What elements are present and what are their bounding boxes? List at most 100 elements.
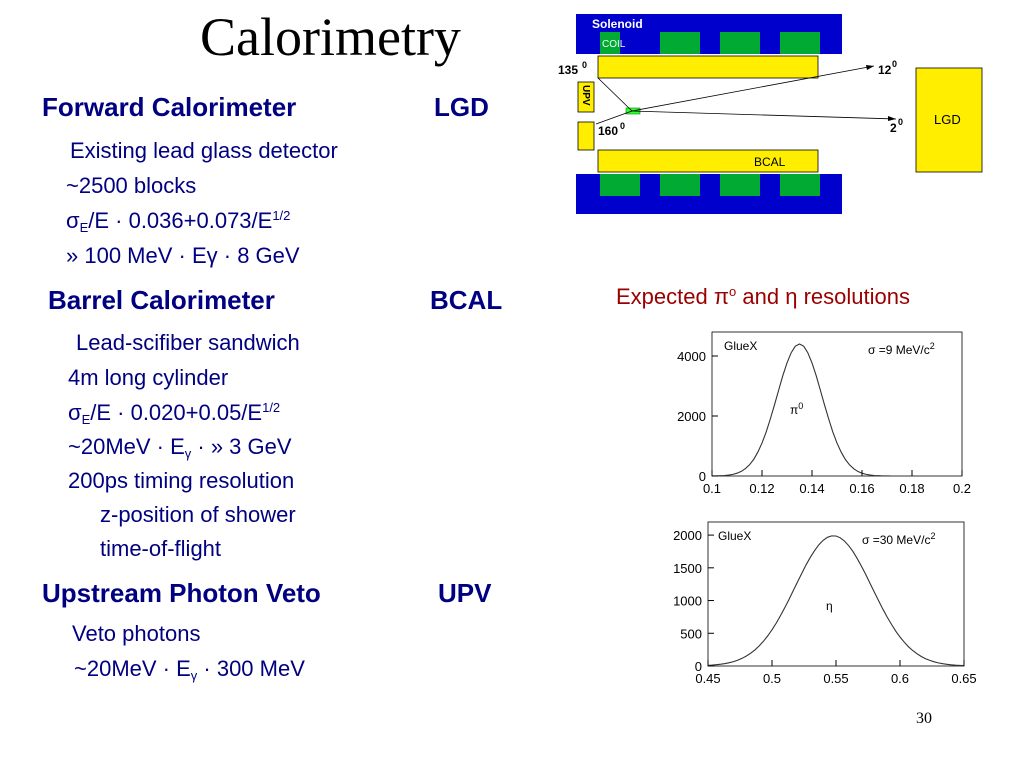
resolution-text: /E · 0.036+0.073/E: [88, 208, 273, 233]
x-tick-label: 0.14: [799, 481, 824, 496]
y-tick-label: 0: [695, 659, 702, 674]
forward-heading: Forward Calorimeter: [42, 92, 297, 122]
y-tick-label: 1500: [673, 561, 702, 576]
gamma-subscript: γ: [184, 446, 192, 461]
arrow-head: [866, 65, 874, 70]
coil-block: [660, 174, 700, 196]
page-number: 30: [916, 710, 932, 727]
range-post: · 300 MeV: [197, 656, 305, 681]
arrow-head: [888, 116, 896, 121]
upv-bottom: [577, 121, 595, 151]
y-tick-label: 2000: [673, 528, 702, 543]
upv-label: UPV: [580, 85, 591, 106]
y-tick-label: 4000: [677, 349, 706, 364]
range-pre: ~20MeV · E: [68, 434, 185, 459]
caption-pre: Expected: [616, 284, 714, 309]
angle-12: 12: [878, 63, 892, 77]
ray-2: [631, 110, 897, 120]
sigma-subscript: E: [81, 412, 91, 427]
forward-abbr: LGD: [434, 92, 489, 122]
detector-diagram: Solenoid COIL BCAL LGD UPV 135 0 160 0 1…: [558, 14, 983, 214]
forward-resolution: σE/E · 0.036+0.073/E1/2: [66, 208, 290, 235]
lgd-label: LGD: [934, 112, 961, 127]
pi-sup: 0: [798, 401, 803, 411]
upv-line1: Veto photons: [72, 621, 201, 646]
forward-line2: ~2500 blocks: [66, 173, 197, 198]
pi-text: π: [790, 403, 798, 417]
barrel-range: ~20MeV · Eγ · » 3 GeV: [68, 434, 292, 461]
range-pre: ~20MeV · E: [74, 656, 191, 681]
upv-abbr: UPV: [438, 578, 492, 608]
y-tick-label: 1000: [673, 594, 702, 609]
lgd-block: [915, 67, 983, 173]
ray-160: [595, 110, 633, 125]
barrel-resolution: σE/E · 0.020+0.05/E1/2: [68, 400, 280, 427]
bcal-top: [597, 55, 819, 79]
chart-annotation-sigma: σ =9 MeV/c2: [868, 341, 935, 357]
coil-block: [660, 32, 700, 54]
x-tick-label: 0.16: [849, 481, 874, 496]
x-tick-label: 0.2: [953, 481, 971, 496]
resolution-superscript: 1/2: [262, 400, 281, 415]
sigma-text: σ =9 MeV/c: [868, 343, 930, 357]
x-tick-label: 0.1: [703, 481, 721, 496]
sigma-symbol: σ: [68, 400, 82, 425]
gamma-subscript: γ: [190, 668, 198, 683]
x-tick-label: 0.65: [951, 671, 976, 686]
coil-block: [720, 174, 760, 196]
coil-block: [600, 174, 640, 196]
range-post: · » 3 GeV: [191, 434, 292, 459]
x-tick-label: 0.5: [763, 671, 781, 686]
resolution-text: /E · 0.020+0.05/E: [90, 400, 263, 425]
pi0-resolution-chart: 0.1 0.12 0.14 0.16 0.18 0.2 0 2000 4000 GlueX σ…: [677, 331, 971, 496]
bcal-bottom: [597, 149, 819, 173]
y-tick-label: 500: [680, 626, 702, 641]
caption-post: resolutions: [797, 284, 910, 309]
barrel-timing-b: time-of-flight: [100, 536, 222, 561]
barrel-heading: Barrel Calorimeter: [48, 285, 275, 315]
pi-symbol: π: [713, 284, 730, 309]
coil-block: [780, 174, 820, 196]
angle-135-deg: 0: [582, 60, 587, 70]
x-tick-label: 0.45: [695, 671, 720, 686]
gamma-symbol: γ: [206, 243, 218, 268]
chart-annotation-gluex: GlueX: [724, 339, 757, 353]
eta-resolution-chart: 0.45 0.5 0.55 0.6 0.65 0 500 1000 1500 2000 Glue…: [673, 521, 977, 686]
range-post: · 8 GeV: [217, 243, 300, 268]
y-tick-label: 0: [699, 469, 706, 484]
barrel-timing-a: z-position of shower: [100, 502, 296, 527]
upv-range: ~20MeV · Eγ · 300 MeV: [74, 656, 305, 683]
caption-mid: and: [736, 284, 786, 309]
plot-frame: [711, 331, 963, 477]
resolutions-caption: Expected πo and η resolutions: [616, 284, 910, 310]
angle-135: 135: [558, 63, 578, 77]
range-pre: » 100 MeV · E: [66, 243, 207, 268]
pi0-peak-label: π0: [790, 401, 803, 417]
coil-block: [720, 32, 760, 54]
eta-curve: [707, 535, 965, 667]
x-tick-label: 0.6: [891, 671, 909, 686]
angle-2: 2: [890, 121, 897, 135]
eta-peak-label: η: [826, 599, 833, 613]
upv-heading: Upstream Photon Veto: [42, 578, 321, 608]
barrel-timing: 200ps timing resolution: [68, 468, 295, 493]
sigma-sup: 2: [930, 531, 935, 541]
sigma-symbol: σ: [66, 208, 80, 233]
eta-symbol: η: [785, 284, 798, 309]
x-tick-label: 0.55: [823, 671, 848, 686]
chart-annotation-gluex: GlueX: [718, 529, 751, 543]
sigma-subscript: E: [79, 220, 89, 235]
solenoid-label: Solenoid: [592, 17, 643, 31]
x-tick-label: 0.18: [899, 481, 924, 496]
angle-12-deg: 0: [892, 59, 897, 69]
coil-block: [780, 32, 820, 54]
forward-line1: Existing lead glass detector: [70, 138, 338, 163]
page-title: Calorimetry: [200, 7, 461, 67]
angle-160-deg: 0: [620, 121, 625, 131]
x-tick-label: 0.12: [749, 481, 774, 496]
upv-top: [577, 81, 595, 113]
angle-160: 160: [598, 124, 618, 138]
barrel-line2: 4m long cylinder: [68, 365, 229, 390]
y-tick-label: 2000: [677, 409, 706, 424]
forward-range: » 100 MeV · Eγ · 8 GeV: [66, 243, 300, 269]
